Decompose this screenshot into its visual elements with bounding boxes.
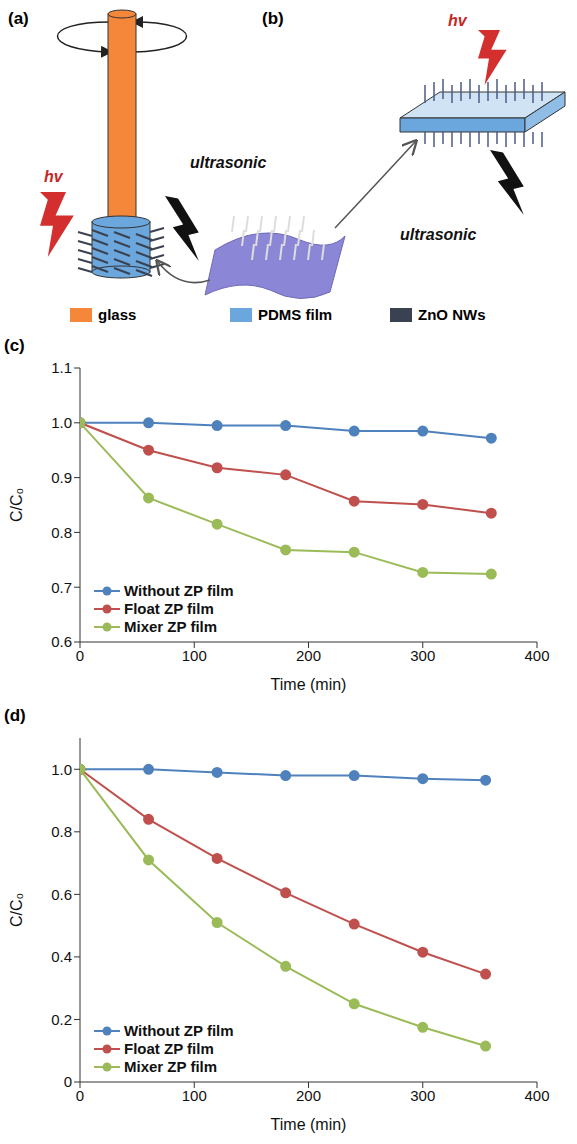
svg-text:0: 0 <box>76 1087 84 1104</box>
svg-text:C/C₀: C/C₀ <box>8 893 25 927</box>
svg-text:0.6: 0.6 <box>51 886 72 903</box>
svg-text:Time (min): Time (min) <box>271 1116 347 1133</box>
svg-text:1.0: 1.0 <box>51 761 72 778</box>
html-text:Float ZP film: Float ZP film <box>124 1040 214 1057</box>
svg-text:300: 300 <box>410 647 435 664</box>
svg-text:400: 400 <box>524 1087 549 1104</box>
svg-text:C/C₀: C/C₀ <box>8 488 25 522</box>
svg-text:200: 200 <box>296 1087 321 1104</box>
svg-text:hv: hv <box>448 12 468 29</box>
svg-text:0.9: 0.9 <box>51 469 72 486</box>
html-text:(d): (d) <box>4 706 26 725</box>
svg-text:100: 100 <box>182 647 207 664</box>
svg-text:0.8: 0.8 <box>51 524 72 541</box>
svg-text:0.6: 0.6 <box>51 633 72 650</box>
svg-text:0: 0 <box>64 1073 72 1090</box>
html-text:Without ZP film: Without ZP film <box>124 582 234 599</box>
svg-text:PDMS film: PDMS film <box>258 306 332 323</box>
html-text:Mixer ZP film: Mixer ZP film <box>124 618 218 635</box>
svg-text:ultrasonic: ultrasonic <box>400 226 477 243</box>
svg-text:300: 300 <box>410 1087 435 1104</box>
svg-text:0.7: 0.7 <box>51 579 72 596</box>
svg-text:(a): (a) <box>8 9 29 28</box>
svg-text:0.4: 0.4 <box>51 948 72 965</box>
svg-text:1.1: 1.1 <box>51 359 72 376</box>
svg-text:0: 0 <box>76 647 84 664</box>
svg-text:glass: glass <box>98 306 136 323</box>
svg-text:100: 100 <box>182 1087 207 1104</box>
svg-text:400: 400 <box>524 647 549 664</box>
svg-text:1.0: 1.0 <box>51 414 72 431</box>
svg-text:200: 200 <box>296 647 321 664</box>
svg-text:(b): (b) <box>262 9 284 28</box>
svg-text:0.8: 0.8 <box>51 823 72 840</box>
svg-text:ultrasonic: ultrasonic <box>190 154 267 171</box>
svg-text:0.2: 0.2 <box>51 1011 72 1028</box>
svg-text:Time (min): Time (min) <box>271 676 347 693</box>
html-text:Without ZP film: Without ZP film <box>124 1022 234 1039</box>
svg-text:hv: hv <box>44 168 64 185</box>
svg-text:ZnO NWs: ZnO NWs <box>418 306 486 323</box>
html-text:Float ZP film: Float ZP film <box>124 600 214 617</box>
html-text:(c): (c) <box>4 336 25 355</box>
html-text:Mixer ZP film: Mixer ZP film <box>124 1058 218 1075</box>
